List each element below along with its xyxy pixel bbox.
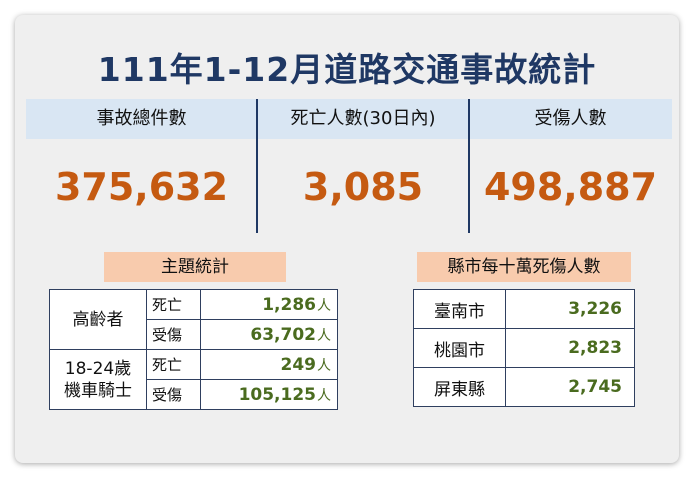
- row-unit: 人: [317, 297, 331, 314]
- group-name-young-riders: 18-24歲 機車騎士: [49, 349, 147, 410]
- row-label: 受傷: [146, 319, 201, 350]
- summary-header-band: [26, 99, 672, 139]
- summary-value-accidents: 375,632: [54, 165, 229, 209]
- county-name: 屏東縣: [413, 367, 506, 407]
- summary-label-injuries: 受傷人數: [534, 108, 607, 129]
- county-value-cell: 3,226: [505, 289, 635, 329]
- group-name-elderly: 高齡者: [49, 289, 147, 350]
- summary-value-injuries: 498,887: [483, 165, 658, 209]
- county-name: 桃園市: [413, 328, 506, 368]
- county-value-cell: 2,823: [505, 328, 635, 368]
- county-value: 3,226: [568, 299, 622, 319]
- row-label: 死亡: [146, 349, 201, 380]
- row-value: 1,286: [262, 294, 316, 315]
- row-value: 63,702: [250, 324, 316, 345]
- county-stats-table: 臺南市 3,226 桃園市 2,823 屏東縣 2,745: [413, 289, 635, 407]
- infographic-card: 111年1-12月道路交通事故統計 事故總件數 死亡人數(30日內) 受傷人數 …: [15, 15, 679, 463]
- row-value-cell: 249人: [200, 349, 338, 380]
- page-title: 111年1-12月道路交通事故統計: [97, 50, 597, 89]
- summary-label-accidents: 事故總件數: [96, 108, 187, 129]
- county-stats-heading: 縣市每十萬死傷人數: [417, 252, 631, 282]
- row-unit: 人: [317, 357, 331, 374]
- table-row: 受傷 105,125人: [50, 379, 338, 410]
- county-value: 2,823: [568, 338, 622, 358]
- row-unit: 人: [317, 327, 331, 344]
- row-label: 受傷: [146, 379, 201, 410]
- county-value-cell: 2,745: [505, 367, 635, 407]
- summary-value-deaths: 3,085: [302, 165, 424, 209]
- county-value: 2,745: [568, 377, 622, 397]
- table-row: 受傷 63,702人: [50, 319, 338, 350]
- summary-label-deaths: 死亡人數(30日內): [290, 108, 436, 129]
- row-label: 死亡: [146, 289, 201, 320]
- row-value-cell: 63,702人: [200, 319, 338, 350]
- row-value-cell: 105,125人: [200, 379, 338, 410]
- row-value-cell: 1,286人: [200, 289, 338, 320]
- table-row: 高齡者 死亡 1,286人: [49, 289, 338, 350]
- table-row: 臺南市 3,226: [413, 289, 635, 329]
- row-value: 105,125: [238, 384, 316, 405]
- table-row: 桃園市 2,823: [413, 328, 635, 368]
- row-value: 249: [280, 354, 317, 375]
- summary-divider-1: [256, 99, 258, 233]
- county-name: 臺南市: [413, 289, 506, 329]
- theme-stats-heading: 主題統計: [104, 252, 286, 282]
- row-unit: 人: [317, 387, 331, 404]
- theme-stats-table: 高齡者 死亡 1,286人 受傷 63,702人 18-24歲 機車騎士 死亡 …: [49, 289, 338, 410]
- table-row: 屏東縣 2,745: [413, 367, 635, 407]
- table-row: 18-24歲 機車騎士 死亡 249人: [49, 349, 338, 410]
- summary-divider-2: [468, 99, 470, 233]
